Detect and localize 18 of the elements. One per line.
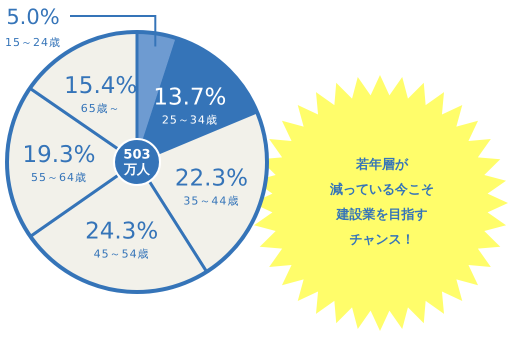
slice-label: 65歳～	[80, 102, 121, 115]
data-label: 15.4%	[64, 72, 138, 99]
slice-label: 45～54歳	[94, 247, 150, 260]
data-label: 22.3%	[174, 165, 248, 192]
slice-label: 25～34歳	[162, 114, 218, 127]
text: 建設業を目指す	[336, 206, 428, 222]
data-label: 13.7%	[153, 84, 226, 111]
data-label: 19.3%	[22, 142, 96, 168]
text: 減っている今こそ	[329, 182, 434, 198]
text: 万人	[123, 162, 151, 178]
text: 503	[123, 147, 151, 162]
slice-label: 15～24歳	[5, 36, 61, 49]
text: 若年層が	[355, 157, 409, 172]
slice-label: 55～64歳	[31, 171, 87, 184]
data-label: 24.3%	[85, 218, 158, 244]
slice-label: 35～44歳	[183, 194, 240, 208]
data-label: 5.0%	[6, 5, 60, 29]
text: チャンス！	[350, 232, 414, 248]
